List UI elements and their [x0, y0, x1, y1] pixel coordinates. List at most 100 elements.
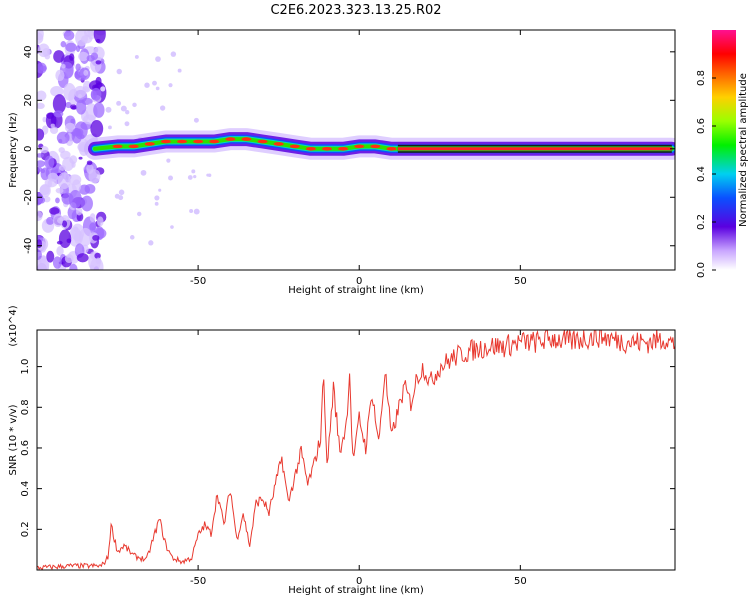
noise-speck	[132, 102, 137, 108]
noise-speck	[49, 207, 60, 215]
noise-speck	[116, 100, 122, 106]
noise-speck	[39, 184, 50, 196]
noise-speck	[75, 45, 81, 52]
noise-speck	[78, 156, 83, 160]
noise-speck	[57, 172, 71, 190]
y-tick-label: 0	[23, 146, 34, 152]
ridge-peak	[322, 146, 332, 151]
noise-speck	[95, 257, 101, 264]
noise-speck	[37, 62, 47, 74]
noise-speck	[75, 207, 83, 216]
snr-series-line	[37, 330, 675, 570]
colorbar-tick-label: 0.2	[696, 214, 707, 230]
noise-speck	[56, 246, 64, 256]
noise-speck	[89, 264, 95, 269]
noise-speck	[61, 192, 74, 205]
noise-speck	[64, 122, 76, 133]
colorbar-tick-label: 0.8	[696, 70, 707, 86]
ridge-peak	[370, 144, 381, 149]
noise-speck	[47, 180, 53, 188]
noise-speck	[97, 216, 104, 227]
noise-speck	[73, 85, 87, 98]
ridge-peak	[257, 139, 268, 144]
ridge-peak	[144, 142, 155, 146]
noise-speck	[75, 99, 87, 115]
noise-speck	[61, 63, 66, 69]
noise-speck	[168, 175, 173, 181]
snr-panel: -50 0 50 0.2 0.4 0.6 0.8 1.0 Height of straigh…	[8, 305, 676, 596]
noise-speck	[159, 105, 166, 111]
noise-speck	[46, 216, 55, 225]
spectrogram-y-axis-label: Frequency (Hz)	[8, 112, 19, 188]
noise-speck	[84, 30, 95, 37]
noise-speck	[177, 68, 182, 73]
colorbar-tick-label: 0.0	[696, 262, 707, 278]
spectrogram-x-axis-label: Height of straight line (km)	[288, 285, 424, 296]
noise-speck	[134, 54, 139, 59]
noise-speck	[63, 30, 75, 41]
noise-speck	[193, 117, 199, 123]
ridge-peak	[354, 144, 365, 149]
noise-speck	[58, 165, 66, 171]
noise-speck	[53, 50, 65, 63]
noise-speck	[75, 71, 81, 76]
noise-speck	[90, 90, 97, 100]
noise-speck	[37, 102, 45, 109]
y-tick-label: -40	[23, 238, 34, 254]
noise-speck	[39, 197, 46, 204]
ridge-peak	[128, 144, 139, 149]
colorbar: 0.0 0.2 0.4 0.6 0.8 Normalized spectral ampl…	[696, 30, 749, 278]
spectrogram-frame	[36, 29, 676, 271]
snr-y-axis-label: SNR (10 * v/v)	[8, 404, 19, 475]
spectrogram-panel: -50 0 50 -40 -20 0 20 40 Height of straight li…	[8, 29, 676, 296]
noise-speck	[60, 150, 71, 160]
noise-speck	[55, 197, 60, 204]
noise-speck	[108, 125, 112, 130]
noise-speck	[68, 174, 82, 186]
noise-speck	[37, 128, 45, 141]
noise-speck	[52, 256, 62, 269]
ridge-peak	[241, 137, 252, 141]
noise-speck	[69, 53, 75, 61]
snr-multiplier-label: (x10^4)	[8, 305, 19, 346]
noise-speck	[152, 80, 157, 86]
noise-speck	[37, 90, 47, 101]
noise-speck	[71, 105, 78, 110]
noise-speck	[60, 41, 67, 48]
noise-speck	[53, 110, 64, 118]
noise-speck	[37, 166, 43, 172]
noise-speck	[129, 235, 135, 240]
noise-speck	[37, 160, 46, 168]
y-tick-label: 0.4	[20, 481, 31, 497]
noise-speck	[100, 86, 106, 92]
noise-speck	[63, 82, 76, 101]
noise-speck	[193, 174, 197, 179]
ridge-peak	[289, 144, 300, 149]
ridge-peak	[177, 139, 187, 144]
noise-speck	[93, 102, 105, 118]
colorbar-tick-label: 0.6	[696, 118, 707, 134]
y-tick-label: 40	[23, 45, 34, 58]
noise-speck	[37, 210, 43, 222]
noise-speck	[90, 52, 99, 60]
ridge-peak	[209, 139, 220, 144]
ridge-peak	[193, 139, 204, 144]
spectrogram-x-ticks: -50 0 50	[190, 30, 527, 287]
noise-speck	[189, 209, 194, 214]
noise-speck	[92, 234, 100, 241]
snr-x-ticks: -50 0 50	[190, 330, 527, 587]
noise-speck	[47, 172, 59, 182]
x-tick-label: 50	[514, 276, 527, 287]
noise-speck	[94, 252, 101, 259]
noise-speck	[154, 201, 159, 206]
noise-speck	[154, 195, 160, 201]
noise-speck	[75, 63, 81, 72]
spectrogram-y-ticks: -40 -20 0 20 40	[23, 45, 675, 254]
noise-speck	[66, 255, 72, 258]
ridge-peak	[273, 142, 284, 146]
noise-speck	[207, 173, 212, 178]
noise-speck	[118, 189, 125, 196]
noise-speck	[40, 167, 50, 181]
colorbar-tick-label: 0.4	[696, 166, 707, 182]
ridge-peak	[112, 144, 123, 149]
